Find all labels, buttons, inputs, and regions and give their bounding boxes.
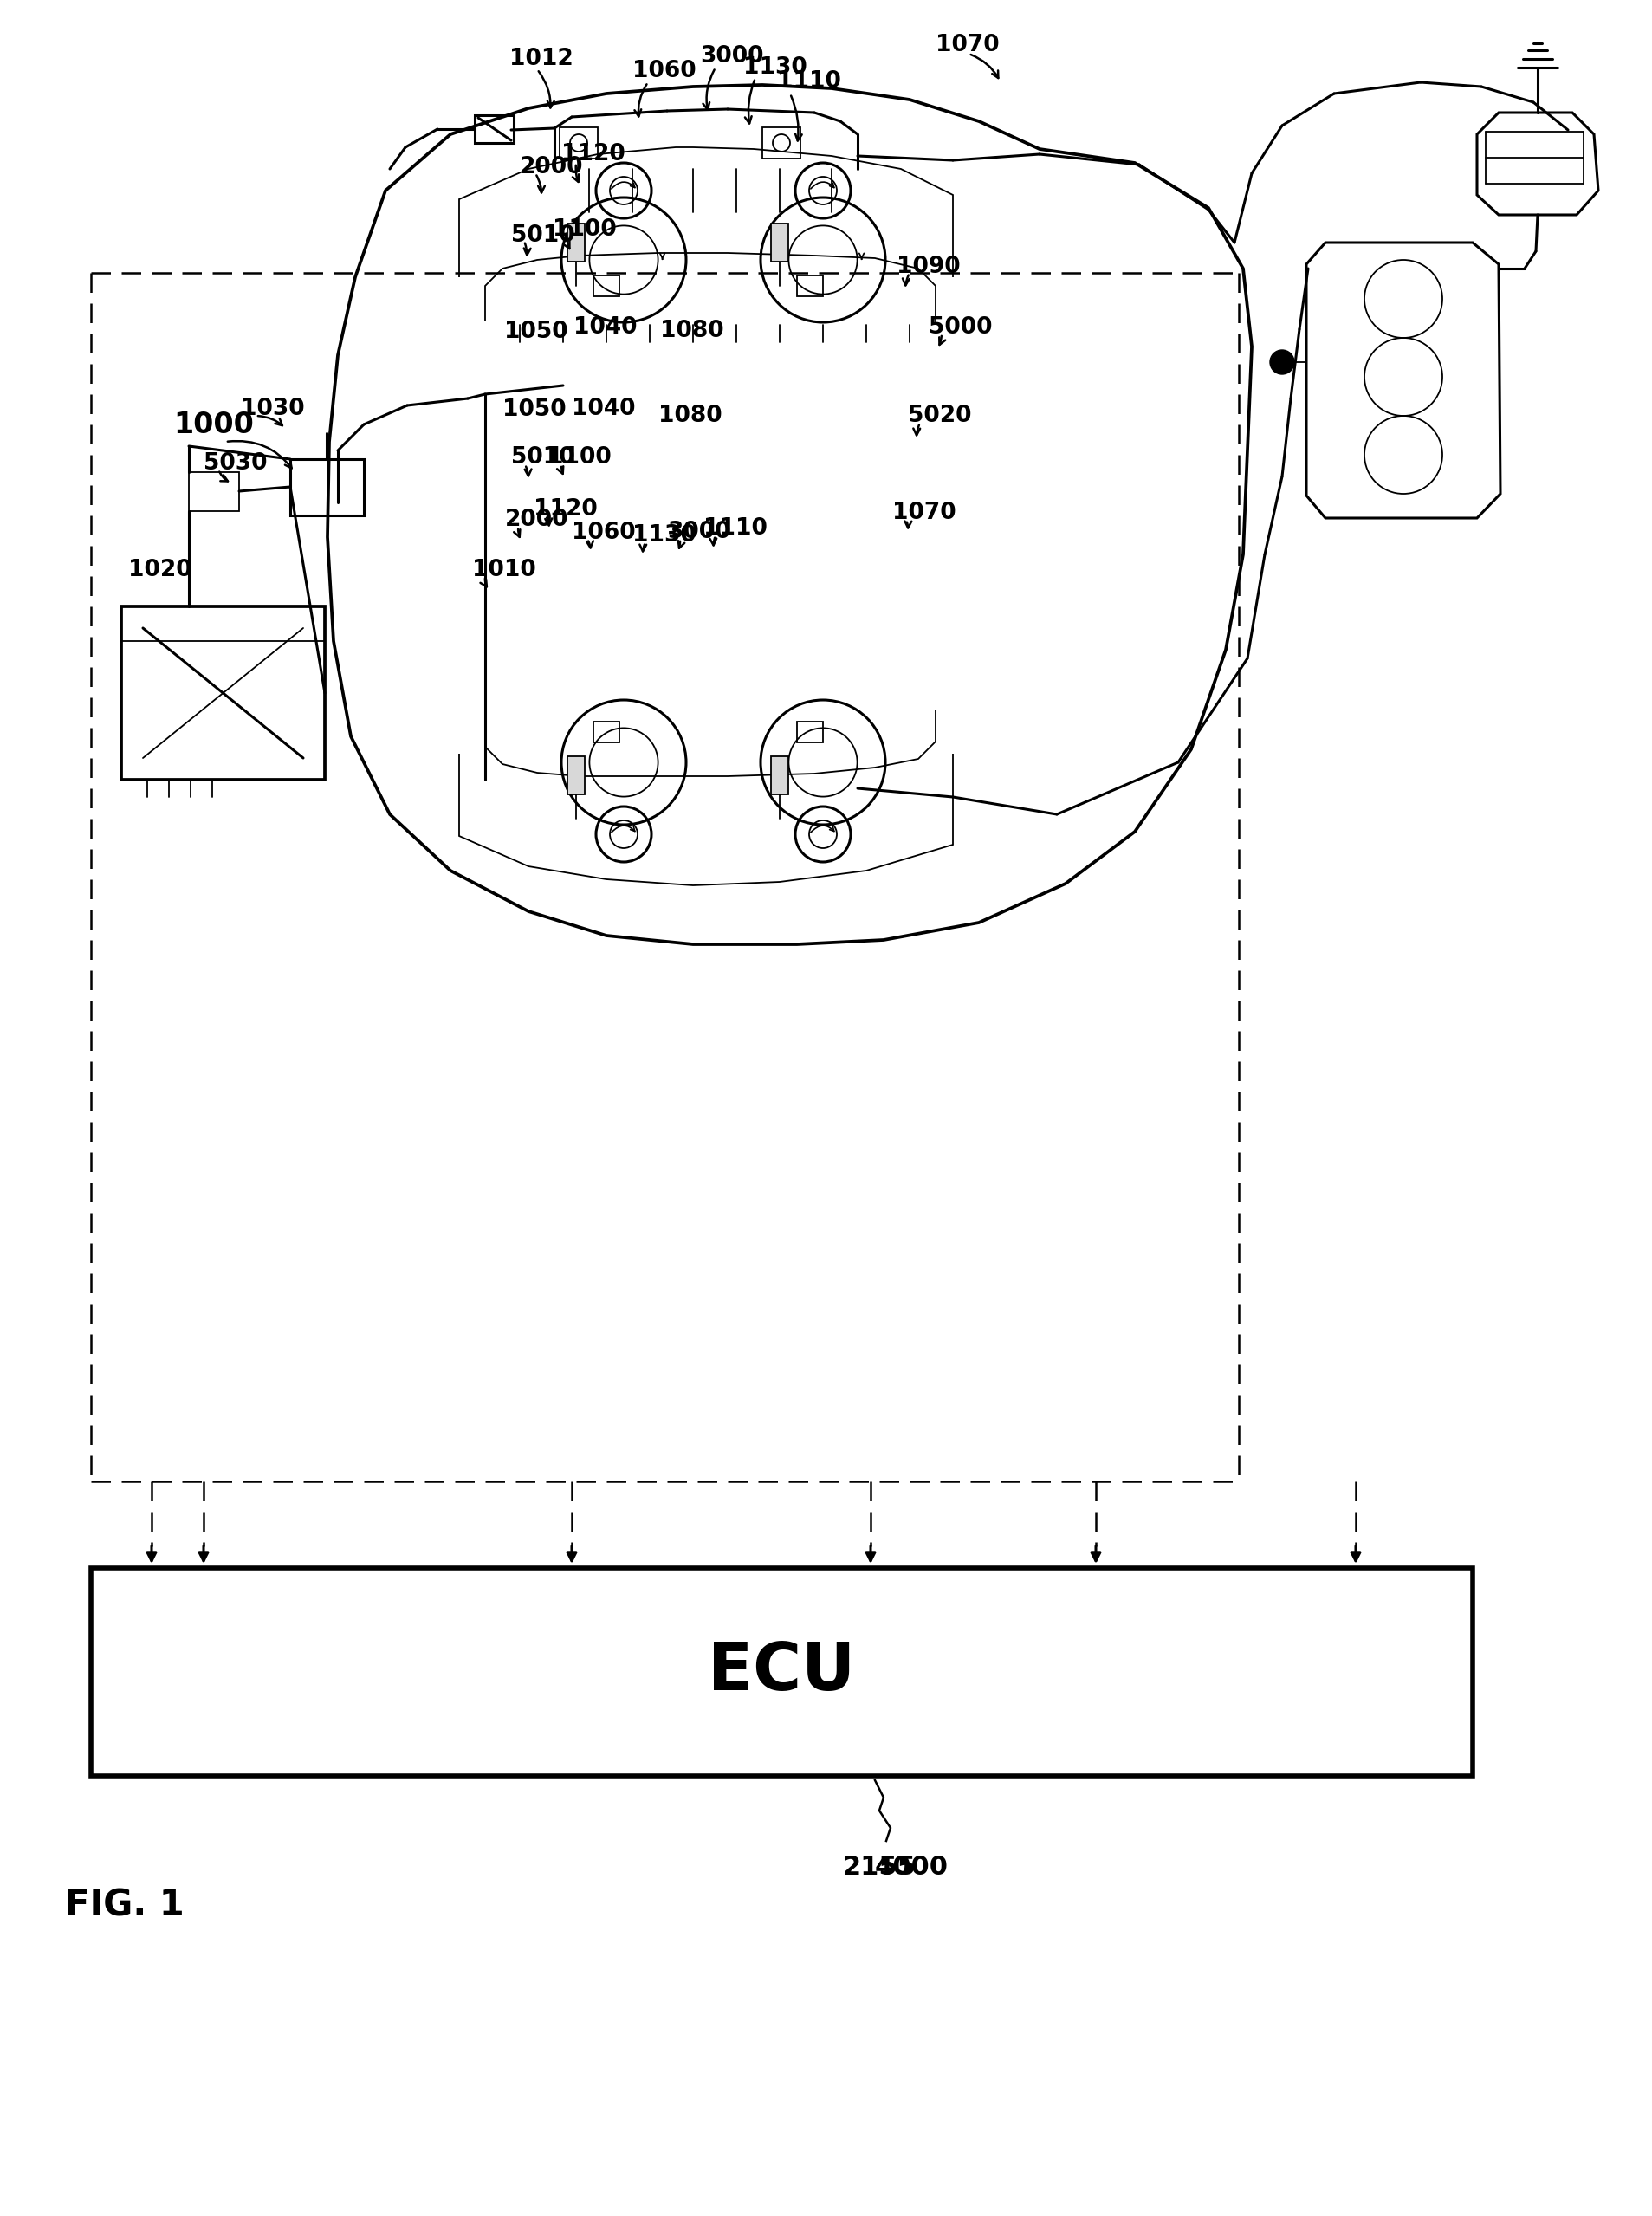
Bar bbox=[771, 224, 788, 261]
Bar bbox=[771, 756, 788, 793]
Text: 2000: 2000 bbox=[506, 507, 568, 532]
Bar bbox=[593, 722, 620, 742]
Text: 5010: 5010 bbox=[510, 445, 575, 468]
Text: 1110: 1110 bbox=[776, 71, 841, 93]
Circle shape bbox=[1270, 350, 1294, 375]
Text: 1050: 1050 bbox=[504, 321, 568, 343]
Bar bbox=[291, 459, 363, 516]
Text: 1110: 1110 bbox=[704, 516, 768, 541]
Bar bbox=[91, 1569, 1472, 1775]
Text: 1080: 1080 bbox=[661, 319, 724, 341]
Text: FIG. 1: FIG. 1 bbox=[64, 1888, 185, 1923]
Bar bbox=[567, 224, 585, 261]
Text: 1010: 1010 bbox=[472, 558, 535, 581]
Text: 1100: 1100 bbox=[547, 445, 611, 468]
Text: 5030: 5030 bbox=[203, 452, 268, 474]
Text: 2000: 2000 bbox=[520, 155, 583, 179]
Text: 1120: 1120 bbox=[562, 144, 624, 166]
Bar bbox=[593, 275, 620, 297]
Text: 1120: 1120 bbox=[534, 499, 598, 521]
Bar bbox=[796, 722, 823, 742]
Text: 1030: 1030 bbox=[241, 397, 304, 421]
Text: 1070: 1070 bbox=[892, 501, 957, 525]
Bar bbox=[188, 472, 240, 512]
Bar bbox=[121, 607, 325, 780]
Bar bbox=[560, 126, 598, 160]
Text: 3000: 3000 bbox=[700, 44, 763, 66]
Text: 3000: 3000 bbox=[667, 521, 730, 543]
Text: 2155: 2155 bbox=[843, 1855, 917, 1879]
Bar bbox=[567, 756, 585, 793]
Text: ECU: ECU bbox=[709, 1640, 856, 1704]
Text: 1050: 1050 bbox=[502, 399, 567, 421]
Text: 1040: 1040 bbox=[573, 317, 638, 339]
Text: 5020: 5020 bbox=[909, 406, 971, 428]
Text: 4000: 4000 bbox=[876, 1855, 948, 1879]
Text: 5010: 5010 bbox=[510, 224, 575, 246]
Text: 1012: 1012 bbox=[509, 49, 573, 71]
Bar bbox=[474, 115, 514, 144]
Text: 1130: 1130 bbox=[633, 525, 695, 547]
Text: 1060: 1060 bbox=[633, 60, 695, 82]
Text: 1080: 1080 bbox=[659, 406, 722, 428]
Text: 1020: 1020 bbox=[129, 558, 192, 581]
Bar bbox=[762, 126, 801, 160]
Text: 1000: 1000 bbox=[173, 410, 254, 439]
Text: 1130: 1130 bbox=[743, 55, 808, 80]
Text: 5000: 5000 bbox=[928, 317, 993, 339]
Text: 1040: 1040 bbox=[572, 397, 636, 421]
Text: 1070: 1070 bbox=[935, 33, 999, 55]
Text: 1060: 1060 bbox=[572, 521, 636, 545]
Bar bbox=[796, 275, 823, 297]
Text: 1090: 1090 bbox=[897, 255, 960, 277]
Text: 1100: 1100 bbox=[553, 219, 616, 242]
